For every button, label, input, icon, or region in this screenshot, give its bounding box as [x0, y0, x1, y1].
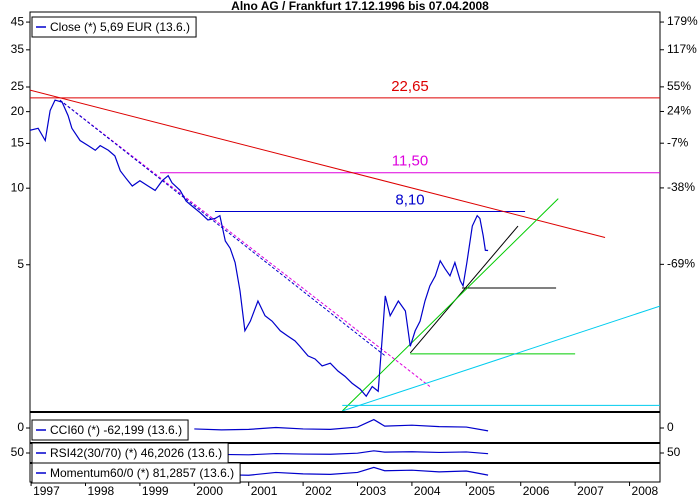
- y-tick-label: 35: [11, 42, 25, 56]
- x-tick-label: 2006: [523, 484, 550, 498]
- x-tick-label: 2001: [251, 484, 278, 498]
- x-tick-label: 2007: [577, 484, 604, 498]
- y2-tick-label: -7%: [667, 135, 689, 149]
- y2-tick-label: 55%: [667, 79, 691, 93]
- trendline: [342, 305, 660, 411]
- x-tick-label: 2002: [305, 484, 332, 498]
- level-label: 8,10: [395, 191, 424, 208]
- labels: 1997 1998 1999 2000 2001 2002 2003 2004 2005 2006…: [11, 14, 698, 498]
- y2-tick-label: 179%: [667, 14, 698, 28]
- indicator-line: [194, 450, 489, 456]
- level-label: 11,50: [392, 153, 428, 170]
- price-line: [30, 99, 489, 398]
- y2-tick-label: 50: [667, 445, 681, 459]
- trendline: [341, 198, 559, 411]
- trendline: [30, 89, 606, 238]
- legend-box: [31, 16, 197, 38]
- trendline: [59, 99, 431, 387]
- y-tick-label: 0: [17, 420, 24, 434]
- x-tick-label: 1997: [33, 484, 60, 498]
- y-tick-label: 20: [11, 104, 25, 118]
- legend-label: CCI60 (*) -62,199 (13.6.): [50, 423, 182, 437]
- legend-box: [31, 419, 189, 441]
- y-tick-label: 10: [11, 180, 25, 194]
- indicator-plots: [194, 418, 489, 476]
- frame: [29, 11, 661, 483]
- indicator-line: [194, 466, 489, 476]
- y2-tick-label: -38%: [667, 180, 695, 194]
- y2-tick-label: 117%: [667, 42, 697, 56]
- y2-tick-label: -69%: [667, 257, 695, 271]
- x-tick-label: 2000: [196, 484, 223, 498]
- y-tick-label: 25: [11, 79, 25, 93]
- y2-tick-label: 24%: [667, 104, 691, 118]
- x-tick-label: 1999: [142, 484, 169, 498]
- y-tick-label: 5: [17, 257, 24, 271]
- y2-tick-label: 0: [667, 420, 674, 434]
- main-plot: [30, 89, 660, 411]
- x-tick-label: 2005: [468, 484, 495, 498]
- legend-label: RSI42(30/70) (*) 46,2026 (13.6.): [50, 446, 222, 460]
- x-tick-label: 2008: [632, 484, 659, 498]
- chart-title: Alno AG / Frankfurt 17.12.1996 bis 07.04…: [231, 0, 489, 13]
- y-tick-label: 45: [11, 14, 25, 28]
- y-tick-label: 50: [11, 445, 25, 459]
- x-tick-label: 2003: [360, 484, 387, 498]
- legend-label: Close (*) 5,69 EUR (13.6.): [50, 20, 190, 34]
- legend-box: [31, 462, 241, 484]
- x-tick-label: 1998: [87, 484, 114, 498]
- trendline: [409, 225, 519, 354]
- y-tick-label: 15: [11, 136, 25, 150]
- legend-label: Momentum60/0 (*) 81,2857 (13.6.): [50, 466, 234, 480]
- x-tick-label: 2004: [414, 484, 441, 498]
- level-label: 22,65: [391, 78, 429, 95]
- indicator-line: [194, 418, 489, 432]
